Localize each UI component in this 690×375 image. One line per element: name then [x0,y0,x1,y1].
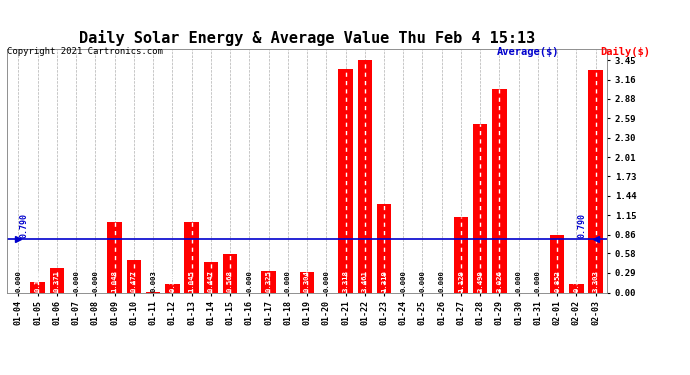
Bar [204,262,218,292]
Text: 2.499: 2.499 [477,270,483,292]
Text: 0.000: 0.000 [15,270,21,292]
Text: 0.000: 0.000 [400,270,406,292]
Text: 3.303: 3.303 [593,270,599,292]
Text: 0.568: 0.568 [227,270,233,292]
Text: 1.045: 1.045 [188,270,195,292]
Bar [589,70,603,292]
Bar [184,222,199,292]
Text: 0.000: 0.000 [535,270,541,292]
Text: 0.000: 0.000 [73,270,79,292]
Text: Average($): Average($) [497,47,560,57]
Bar [454,216,469,292]
Text: 0.132: 0.132 [169,270,175,292]
Bar [262,271,276,292]
Bar [492,89,506,292]
Text: 0.000: 0.000 [324,270,329,292]
Text: 3.318: 3.318 [342,270,348,292]
Bar [30,282,45,292]
Bar [338,69,353,292]
Bar [569,284,584,292]
Text: 0.160: 0.160 [34,270,41,292]
Text: 0.790: 0.790 [20,213,29,238]
Bar [127,260,141,292]
Bar [550,235,564,292]
Text: 0.371: 0.371 [54,270,60,292]
Text: 0.000: 0.000 [92,270,99,292]
Text: Copyright 2021 Cartronics.com: Copyright 2021 Cartronics.com [7,47,163,56]
Text: 0.000: 0.000 [420,270,426,292]
Bar [50,267,64,292]
Text: 0.447: 0.447 [208,270,214,292]
Text: 1.319: 1.319 [381,270,387,292]
Bar [377,204,391,292]
Title: Daily Solar Energy & Average Value Thu Feb 4 15:13: Daily Solar Energy & Average Value Thu F… [79,30,535,46]
Text: 1.129: 1.129 [458,270,464,292]
Text: 0.000: 0.000 [439,270,445,292]
Bar [108,222,122,292]
Text: Daily($): Daily($) [600,47,650,57]
Text: 0.852: 0.852 [554,270,560,292]
Text: 3.461: 3.461 [362,270,368,292]
Text: 3.026: 3.026 [496,270,502,292]
Text: 0.000: 0.000 [285,270,290,292]
Text: 0.000: 0.000 [246,270,253,292]
Bar [300,272,314,292]
Text: 0.790: 0.790 [578,213,586,238]
Text: 0.122: 0.122 [573,270,580,292]
Bar [165,284,179,292]
Text: 0.325: 0.325 [266,270,272,292]
Text: 1.048: 1.048 [112,270,118,292]
Text: 0.477: 0.477 [131,270,137,292]
Bar [473,124,487,292]
Text: 0.000: 0.000 [515,270,522,292]
Bar [223,254,237,292]
Bar [357,60,372,292]
Text: 0.003: 0.003 [150,270,156,292]
Text: 0.304: 0.304 [304,270,310,292]
